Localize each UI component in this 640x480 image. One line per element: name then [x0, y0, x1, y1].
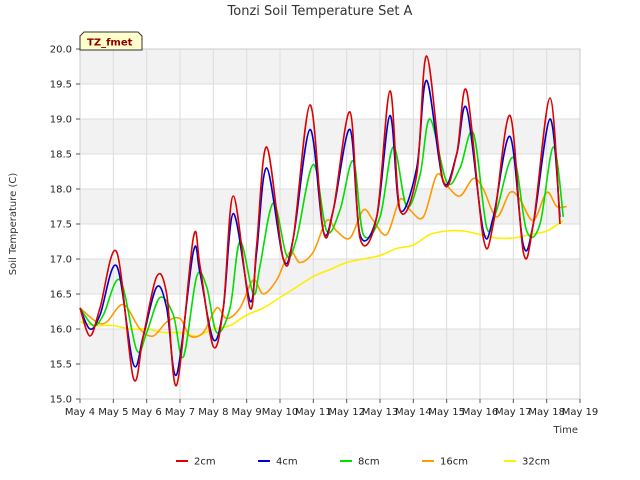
x-tick-label: May 10: [262, 407, 299, 418]
x-tick-label: May 19: [562, 407, 599, 418]
chart-title: Tonzi Soil Temperature Set A: [227, 4, 413, 19]
y-tick-label: 20.0: [50, 45, 72, 56]
legend-label-32cm: 32cm: [522, 457, 550, 468]
station-tag: TZ_fmet: [79, 31, 143, 51]
x-tick-label: May 6: [132, 407, 162, 418]
background-band: [80, 329, 580, 364]
y-tick-label: 19.5: [50, 80, 72, 91]
legend-label-8cm: 8cm: [358, 457, 380, 468]
x-tick-label: May 4: [65, 407, 95, 418]
legend: 2cm 4cm 8cm 16cm 32cm: [176, 457, 550, 468]
y-axis-ticks: 15.0 15.5 16.0 16.5 17.0 17.5 18.0 18.5 19.0 19.5…: [50, 45, 80, 406]
x-tick-label: May 17: [495, 407, 532, 418]
series-lines: [79, 55, 567, 387]
x-tick-label: May 12: [328, 407, 365, 418]
background-band: [80, 119, 580, 154]
background-band: [80, 84, 580, 119]
background-band: [80, 294, 580, 329]
x-tick-label: May 8: [198, 407, 228, 418]
x-tick-label: May 7: [165, 407, 195, 418]
y-tick-label: 17.0: [50, 255, 72, 266]
legend-label-4cm: 4cm: [276, 457, 298, 468]
x-tick-label: May 11: [295, 407, 332, 418]
background-band: [80, 364, 580, 399]
y-tick-label: 15.0: [50, 395, 72, 406]
y-axis-label: Soil Temperature (C): [8, 173, 19, 276]
series-line-2cm: [79, 55, 561, 387]
y-tick-label: 18.0: [50, 185, 72, 196]
x-axis-ticks: May 4 May 5 May 6 May 7 May 8 May 9 May 10May …: [65, 399, 598, 418]
y-tick-label: 18.5: [50, 150, 72, 161]
series-line-32cm: [79, 219, 564, 337]
background-band: [80, 49, 580, 84]
y-tick-label: 16.0: [50, 325, 72, 336]
x-tick-label: May 13: [362, 407, 399, 418]
x-tick-label: May 15: [428, 407, 465, 418]
background-band: [80, 154, 580, 189]
legend-label-16cm: 16cm: [440, 457, 468, 468]
x-tick-label: May 9: [232, 407, 262, 418]
y-tick-label: 17.5: [50, 220, 72, 231]
background-band: [80, 259, 580, 294]
x-tick-label: May 18: [528, 407, 565, 418]
x-axis-label: Time: [553, 425, 578, 436]
x-tick-label: May 14: [395, 407, 432, 418]
x-tick-label: May 16: [462, 407, 499, 418]
y-tick-label: 19.0: [50, 115, 72, 126]
x-tick-label: May 5: [98, 407, 128, 418]
y-tick-label: 15.5: [50, 360, 72, 371]
background-band: [80, 189, 580, 224]
legend-label-2cm: 2cm: [194, 457, 216, 468]
station-tag-box: [79, 31, 143, 51]
station-tag-label: TZ_fmet: [87, 38, 133, 49]
y-tick-label: 16.5: [50, 290, 72, 301]
